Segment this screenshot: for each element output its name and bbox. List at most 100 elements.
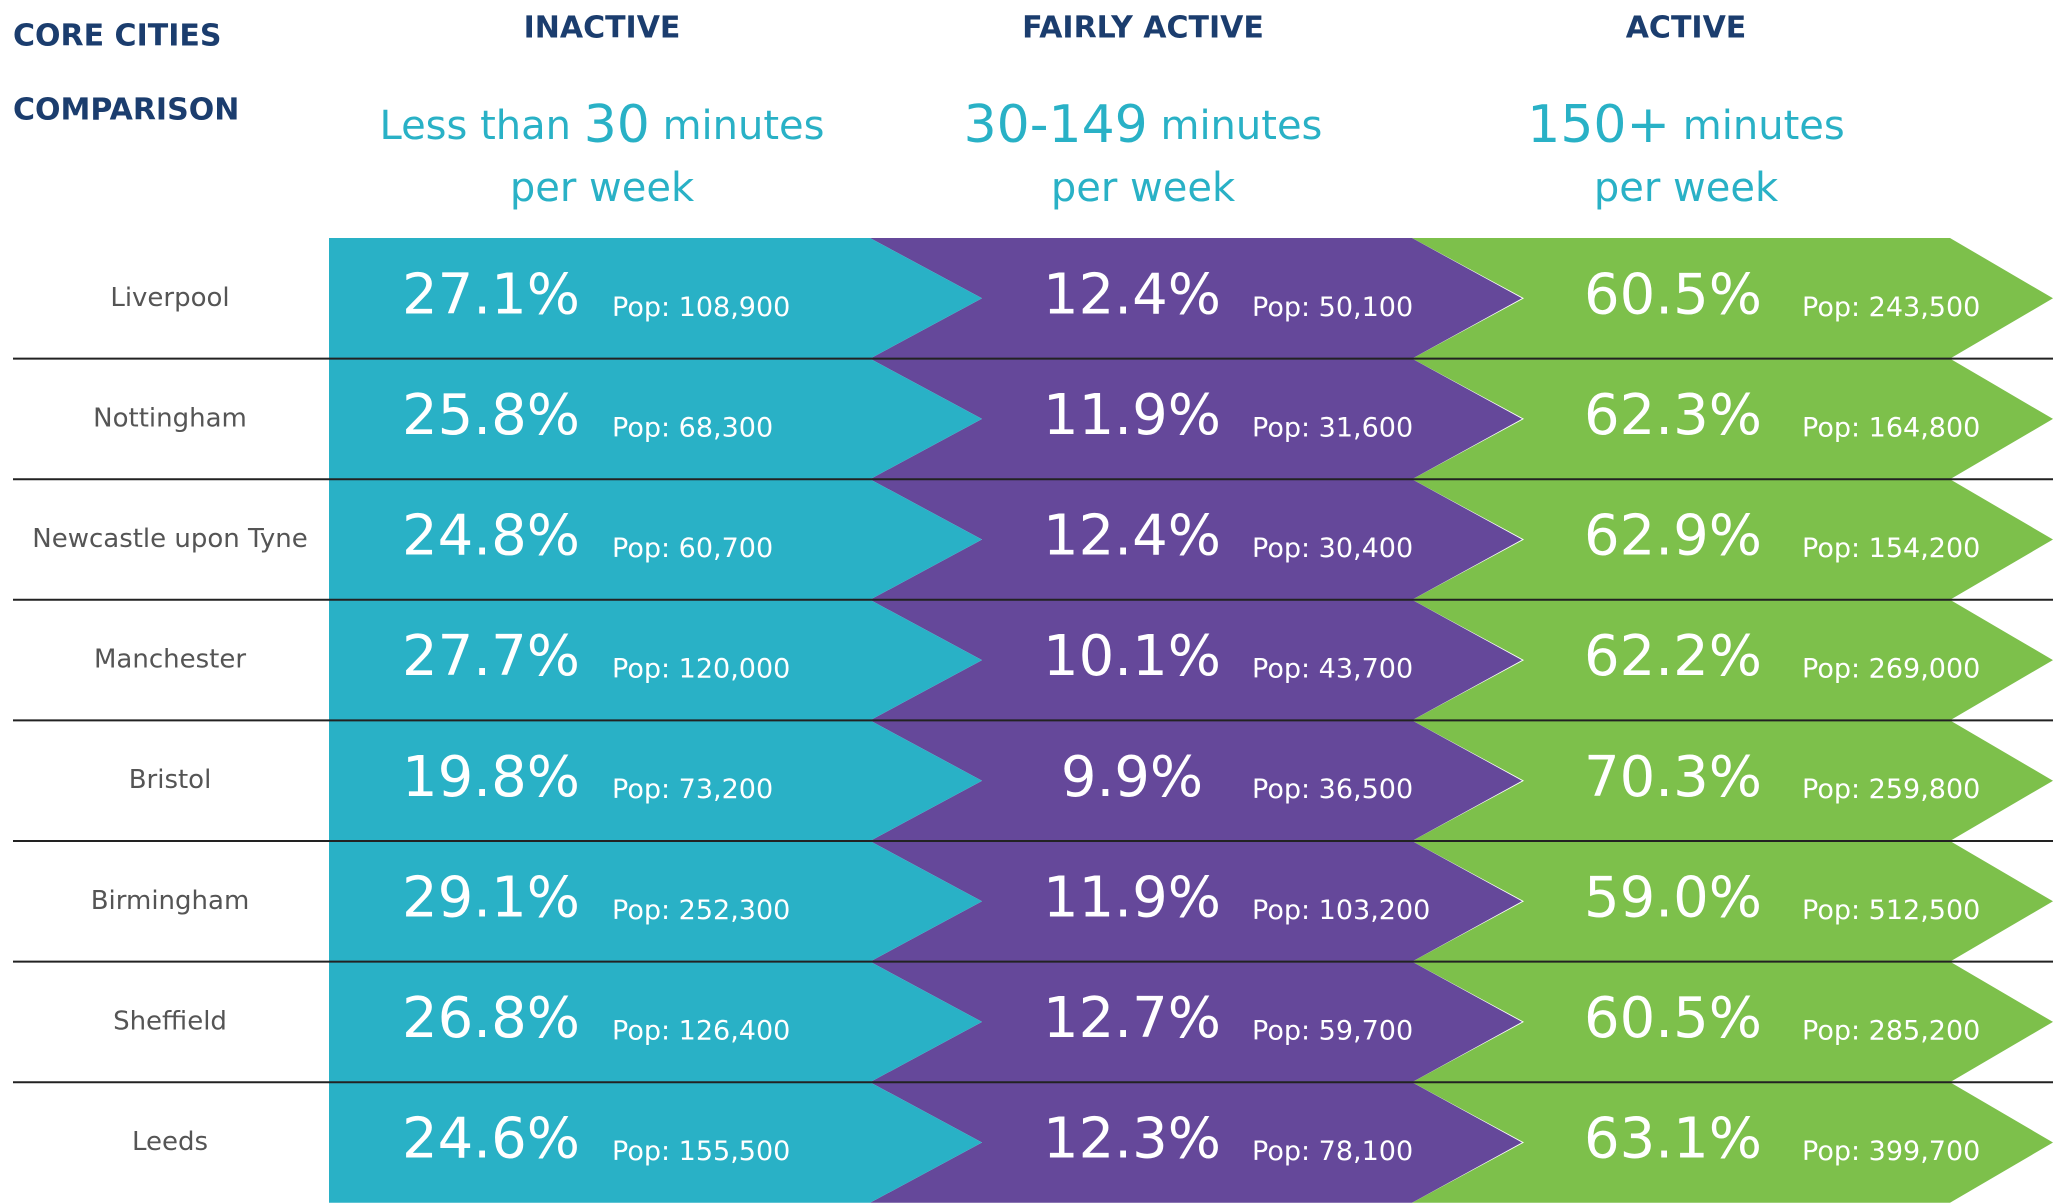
population: Pop: 50,100 bbox=[1252, 292, 1413, 323]
chevron bbox=[1412, 1082, 2053, 1203]
percent: 63.1% bbox=[1584, 1107, 1762, 1172]
percent: 9.9% bbox=[1061, 745, 1203, 810]
subtitle-number: 150+ bbox=[1527, 95, 1670, 155]
population: Pop: 243,500 bbox=[1802, 292, 1980, 323]
percent: 12.3% bbox=[1043, 1107, 1221, 1172]
population: Pop: 68,300 bbox=[612, 412, 773, 443]
percent: 11.9% bbox=[1043, 383, 1221, 448]
percent: 62.2% bbox=[1584, 624, 1762, 689]
chevron bbox=[870, 720, 1522, 841]
percent: 27.7% bbox=[402, 624, 580, 689]
chevron bbox=[329, 1082, 982, 1203]
chevron bbox=[870, 599, 1522, 721]
column-subtitle: Less than 30 minutes bbox=[379, 95, 824, 155]
chevron bbox=[870, 238, 1522, 359]
subtitle-part: minutes bbox=[1148, 103, 1323, 149]
chevron bbox=[329, 358, 982, 480]
population: Pop: 108,900 bbox=[612, 292, 790, 323]
population: Pop: 120,000 bbox=[612, 654, 790, 685]
population: Pop: 155,500 bbox=[612, 1136, 790, 1167]
percent: 60.5% bbox=[1584, 986, 1762, 1051]
population: Pop: 512,500 bbox=[1802, 895, 1980, 926]
population: Pop: 259,800 bbox=[1802, 774, 1980, 805]
population: Pop: 36,500 bbox=[1252, 774, 1413, 805]
city-label: Bristol bbox=[129, 765, 212, 795]
subtitle-number: 30-149 bbox=[964, 95, 1148, 155]
percent: 29.1% bbox=[402, 865, 580, 930]
population: Pop: 126,400 bbox=[612, 1015, 790, 1046]
chevron bbox=[1412, 358, 2053, 480]
chevron bbox=[1412, 238, 2053, 359]
column-subtitle: per week bbox=[1594, 165, 1779, 211]
percent: 19.8% bbox=[402, 745, 580, 810]
column-title: INACTIVE bbox=[524, 11, 681, 46]
column-title: FAIRLY ACTIVE bbox=[1022, 11, 1264, 46]
percent: 26.8% bbox=[402, 986, 580, 1051]
percent: 70.3% bbox=[1584, 745, 1762, 810]
city-label: Birmingham bbox=[91, 886, 250, 916]
percent: 27.1% bbox=[402, 262, 580, 327]
column-subtitle: 30-149 minutes bbox=[964, 95, 1323, 155]
chevron bbox=[1412, 599, 2053, 721]
city-label: Leeds bbox=[132, 1127, 208, 1157]
chevron bbox=[870, 1082, 1522, 1203]
percent: 59.0% bbox=[1584, 865, 1762, 930]
population: Pop: 59,700 bbox=[1252, 1015, 1413, 1046]
population: Pop: 78,100 bbox=[1252, 1136, 1413, 1167]
percent: 24.8% bbox=[402, 504, 580, 569]
population: Pop: 31,600 bbox=[1252, 412, 1413, 443]
city-label: Manchester bbox=[94, 645, 246, 675]
city-label: Liverpool bbox=[110, 283, 229, 313]
percent: 62.3% bbox=[1584, 383, 1762, 448]
population: Pop: 30,400 bbox=[1252, 533, 1413, 564]
chevron bbox=[870, 841, 1522, 962]
chevron bbox=[329, 961, 982, 1083]
chevron bbox=[1412, 479, 2053, 600]
percent: 12.4% bbox=[1043, 262, 1221, 327]
chevron bbox=[1412, 720, 2053, 841]
subtitle-part: minutes bbox=[1670, 103, 1845, 149]
column-title: ACTIVE bbox=[1626, 11, 1747, 46]
chevron bbox=[1412, 841, 2053, 962]
column-subtitle: 150+ minutes bbox=[1527, 95, 1844, 155]
population: Pop: 269,000 bbox=[1802, 654, 1980, 685]
subtitle-part: minutes bbox=[650, 103, 825, 149]
chevron bbox=[1412, 961, 2053, 1083]
population: Pop: 43,700 bbox=[1252, 654, 1413, 685]
population: Pop: 154,200 bbox=[1802, 533, 1980, 564]
chevron bbox=[870, 961, 1522, 1083]
population: Pop: 164,800 bbox=[1802, 412, 1980, 443]
city-label: Nottingham bbox=[93, 403, 247, 433]
title: COMPARISON bbox=[13, 93, 239, 128]
percent: 11.9% bbox=[1043, 865, 1221, 930]
subtitle-part: Less than bbox=[379, 103, 583, 149]
percent: 60.5% bbox=[1584, 262, 1762, 327]
percent: 12.7% bbox=[1043, 986, 1221, 1051]
city-label: Newcastle upon Tyne bbox=[32, 524, 308, 554]
population: Pop: 285,200 bbox=[1802, 1015, 1980, 1046]
chevron bbox=[329, 720, 982, 841]
percent: 12.4% bbox=[1043, 504, 1221, 569]
population: Pop: 103,200 bbox=[1252, 895, 1430, 926]
chevron bbox=[870, 358, 1522, 480]
chevron bbox=[329, 238, 982, 359]
column-subtitle: per week bbox=[1051, 165, 1236, 211]
percent: 24.6% bbox=[402, 1107, 580, 1172]
chevron bbox=[870, 479, 1522, 600]
city-label: Sheffield bbox=[113, 1006, 227, 1036]
population: Pop: 60,700 bbox=[612, 533, 773, 564]
population: Pop: 252,300 bbox=[612, 895, 790, 926]
percent: 10.1% bbox=[1043, 624, 1221, 689]
title: CORE CITIES bbox=[13, 19, 221, 54]
chevron bbox=[329, 479, 982, 600]
chevron bbox=[329, 841, 982, 962]
subtitle-number: 30 bbox=[584, 95, 650, 155]
percent: 62.9% bbox=[1584, 504, 1762, 569]
percent: 25.8% bbox=[402, 383, 580, 448]
chevron bbox=[329, 599, 982, 721]
column-subtitle: per week bbox=[510, 165, 695, 211]
population: Pop: 73,200 bbox=[612, 774, 773, 805]
population: Pop: 399,700 bbox=[1802, 1136, 1980, 1167]
